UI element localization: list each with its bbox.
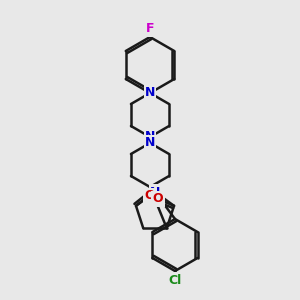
Text: O: O <box>153 192 163 205</box>
Text: N: N <box>145 136 155 149</box>
Text: O: O <box>145 189 155 202</box>
Text: N: N <box>145 86 155 100</box>
Text: F: F <box>146 22 154 35</box>
Text: N: N <box>150 185 160 199</box>
Text: N: N <box>145 130 155 143</box>
Text: Cl: Cl <box>168 274 182 286</box>
